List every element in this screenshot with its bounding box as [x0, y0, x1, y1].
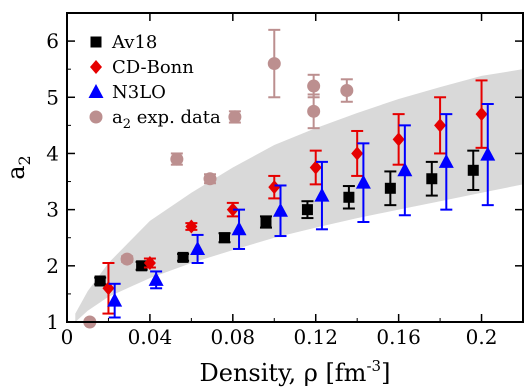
- data-point: [467, 164, 479, 176]
- x-tick-label: 0.2: [466, 325, 498, 349]
- data-point: [170, 152, 184, 166]
- data-point: [185, 219, 198, 234]
- data-point: [203, 172, 217, 186]
- data-point: [314, 187, 330, 202]
- data-point: [307, 79, 321, 93]
- y-tick-label: 1: [46, 310, 59, 334]
- data-point: [190, 240, 206, 255]
- data-point: [268, 180, 281, 195]
- legend: Av18 CD-Bonn N3LO a2 exp. data: [88, 32, 221, 132]
- data-point: [307, 104, 321, 118]
- legend-label: N3LO: [112, 82, 166, 103]
- data-point: [228, 110, 242, 124]
- data-point: [136, 260, 148, 272]
- x-axis-title: Density, ρ [fm-3]: [200, 357, 391, 387]
- x-tick-label: 0.16: [376, 325, 421, 349]
- legend-label: Av18: [111, 32, 157, 53]
- legend-marker: [88, 84, 104, 98]
- plot-frame: [66, 12, 524, 323]
- data-point: [340, 84, 354, 98]
- data-point: [177, 251, 189, 263]
- data-point: [351, 146, 364, 161]
- data-point: [231, 221, 247, 236]
- legend-marker: [90, 60, 102, 74]
- x-tick-label: 0.08: [211, 325, 256, 349]
- data-point: [226, 202, 239, 217]
- data-point: [107, 292, 123, 307]
- y-tick-label: 6: [46, 29, 59, 53]
- data-point: [438, 153, 454, 168]
- series-circle: [83, 28, 354, 329]
- data-point: [434, 118, 447, 133]
- marks-layer: [83, 28, 496, 329]
- legend-label: a2 exp. data: [112, 107, 221, 132]
- data-point: [143, 256, 156, 271]
- ticks-layer: 0 0.04 0.08 0.12 0.16 0.2 1 2 3 4 5 6: [46, 13, 523, 349]
- x-tick-label: 0.04: [128, 325, 173, 349]
- data-point: [120, 252, 134, 266]
- x-tick-label: 0: [61, 325, 74, 349]
- legend-label: CD-Bonn: [112, 57, 194, 78]
- data-point: [309, 160, 322, 175]
- series-diamond: [102, 79, 488, 315]
- data-point: [219, 232, 231, 244]
- legend-marker: [89, 110, 103, 124]
- y-tick-label: 4: [46, 141, 59, 165]
- data-point: [397, 162, 413, 177]
- data-point: [480, 146, 496, 161]
- data-point: [272, 202, 288, 217]
- data-point: [260, 216, 272, 228]
- series-square: [94, 149, 480, 287]
- data-point: [392, 132, 405, 147]
- data-point: [343, 191, 355, 203]
- data-point: [94, 275, 106, 287]
- data-point: [426, 173, 438, 185]
- data-point: [355, 174, 371, 189]
- y-tick-label: 2: [46, 254, 59, 278]
- data-point: [384, 182, 396, 194]
- data-point: [267, 57, 281, 71]
- x-tick-label: 0.12: [293, 325, 338, 349]
- data-point: [148, 271, 164, 286]
- series-triangle: [107, 103, 496, 319]
- y-axis-title: a2: [2, 155, 34, 180]
- y-tick-label: 3: [46, 198, 59, 222]
- data-point: [301, 204, 313, 216]
- data-point: [475, 107, 488, 122]
- y-tick-label: 5: [46, 85, 59, 109]
- legend-marker: [90, 36, 102, 48]
